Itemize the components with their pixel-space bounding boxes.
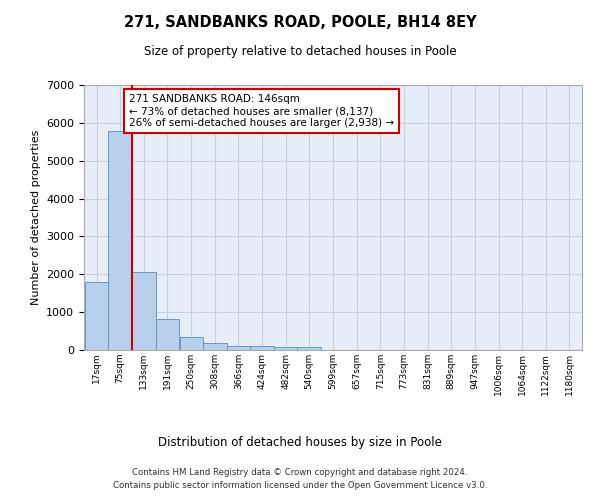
Bar xyxy=(227,346,250,350)
Bar xyxy=(250,346,274,350)
Text: Contains public sector information licensed under the Open Government Licence v3: Contains public sector information licen… xyxy=(113,480,487,490)
Bar xyxy=(109,131,132,350)
Bar xyxy=(179,337,203,350)
Bar xyxy=(85,282,109,350)
Text: 271, SANDBANKS ROAD, POOLE, BH14 8EY: 271, SANDBANKS ROAD, POOLE, BH14 8EY xyxy=(124,15,476,30)
Bar xyxy=(132,272,155,350)
Text: Contains HM Land Registry data © Crown copyright and database right 2024.: Contains HM Land Registry data © Crown c… xyxy=(132,468,468,477)
Y-axis label: Number of detached properties: Number of detached properties xyxy=(31,130,41,305)
Bar xyxy=(155,318,179,350)
Bar xyxy=(203,343,227,350)
Bar xyxy=(298,348,321,350)
Bar xyxy=(274,347,298,350)
Text: Size of property relative to detached houses in Poole: Size of property relative to detached ho… xyxy=(143,45,457,58)
Text: 271 SANDBANKS ROAD: 146sqm
← 73% of detached houses are smaller (8,137)
26% of s: 271 SANDBANKS ROAD: 146sqm ← 73% of deta… xyxy=(129,94,394,128)
Text: Distribution of detached houses by size in Poole: Distribution of detached houses by size … xyxy=(158,436,442,449)
